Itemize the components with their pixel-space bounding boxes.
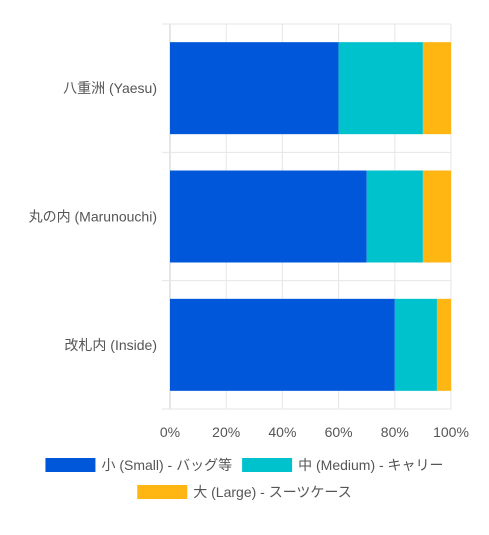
- category-label: 改札内 (Inside): [64, 337, 157, 353]
- legend-swatch: [137, 485, 188, 499]
- category-label: 丸の内 (Marunouchi): [29, 209, 157, 225]
- bar-segment[interactable]: [338, 42, 423, 135]
- x-tick-label: 20%: [212, 424, 240, 440]
- x-tick-label: 0%: [160, 424, 180, 440]
- bar-segment[interactable]: [436, 298, 451, 391]
- legend-item[interactable]: 小 (Small) - バッグ等: [45, 457, 232, 473]
- legend-label: 大 (Large) - スーツケース: [193, 484, 351, 500]
- bar-segment[interactable]: [394, 298, 437, 391]
- bar-segment[interactable]: [366, 170, 423, 263]
- bar-segment[interactable]: [170, 298, 395, 391]
- legend-item[interactable]: 大 (Large) - スーツケース: [137, 484, 352, 500]
- bar-segment[interactable]: [422, 42, 451, 135]
- bar-segment[interactable]: [422, 170, 451, 263]
- x-tick-label: 80%: [381, 424, 409, 440]
- x-tick-label: 100%: [433, 424, 469, 440]
- bar-segment[interactable]: [170, 170, 367, 263]
- legend-item[interactable]: 中 (Medium) - キャリー: [242, 457, 444, 473]
- x-tick-label: 60%: [325, 424, 353, 440]
- x-tick-label: 40%: [268, 424, 296, 440]
- legend-label: 中 (Medium) - キャリー: [298, 457, 443, 473]
- legend-swatch: [45, 458, 96, 472]
- category-label: 八重洲 (Yaesu): [63, 80, 157, 96]
- legend-swatch: [242, 458, 293, 472]
- legend-label: 小 (Small) - バッグ等: [101, 457, 232, 473]
- bar-segment[interactable]: [170, 42, 339, 135]
